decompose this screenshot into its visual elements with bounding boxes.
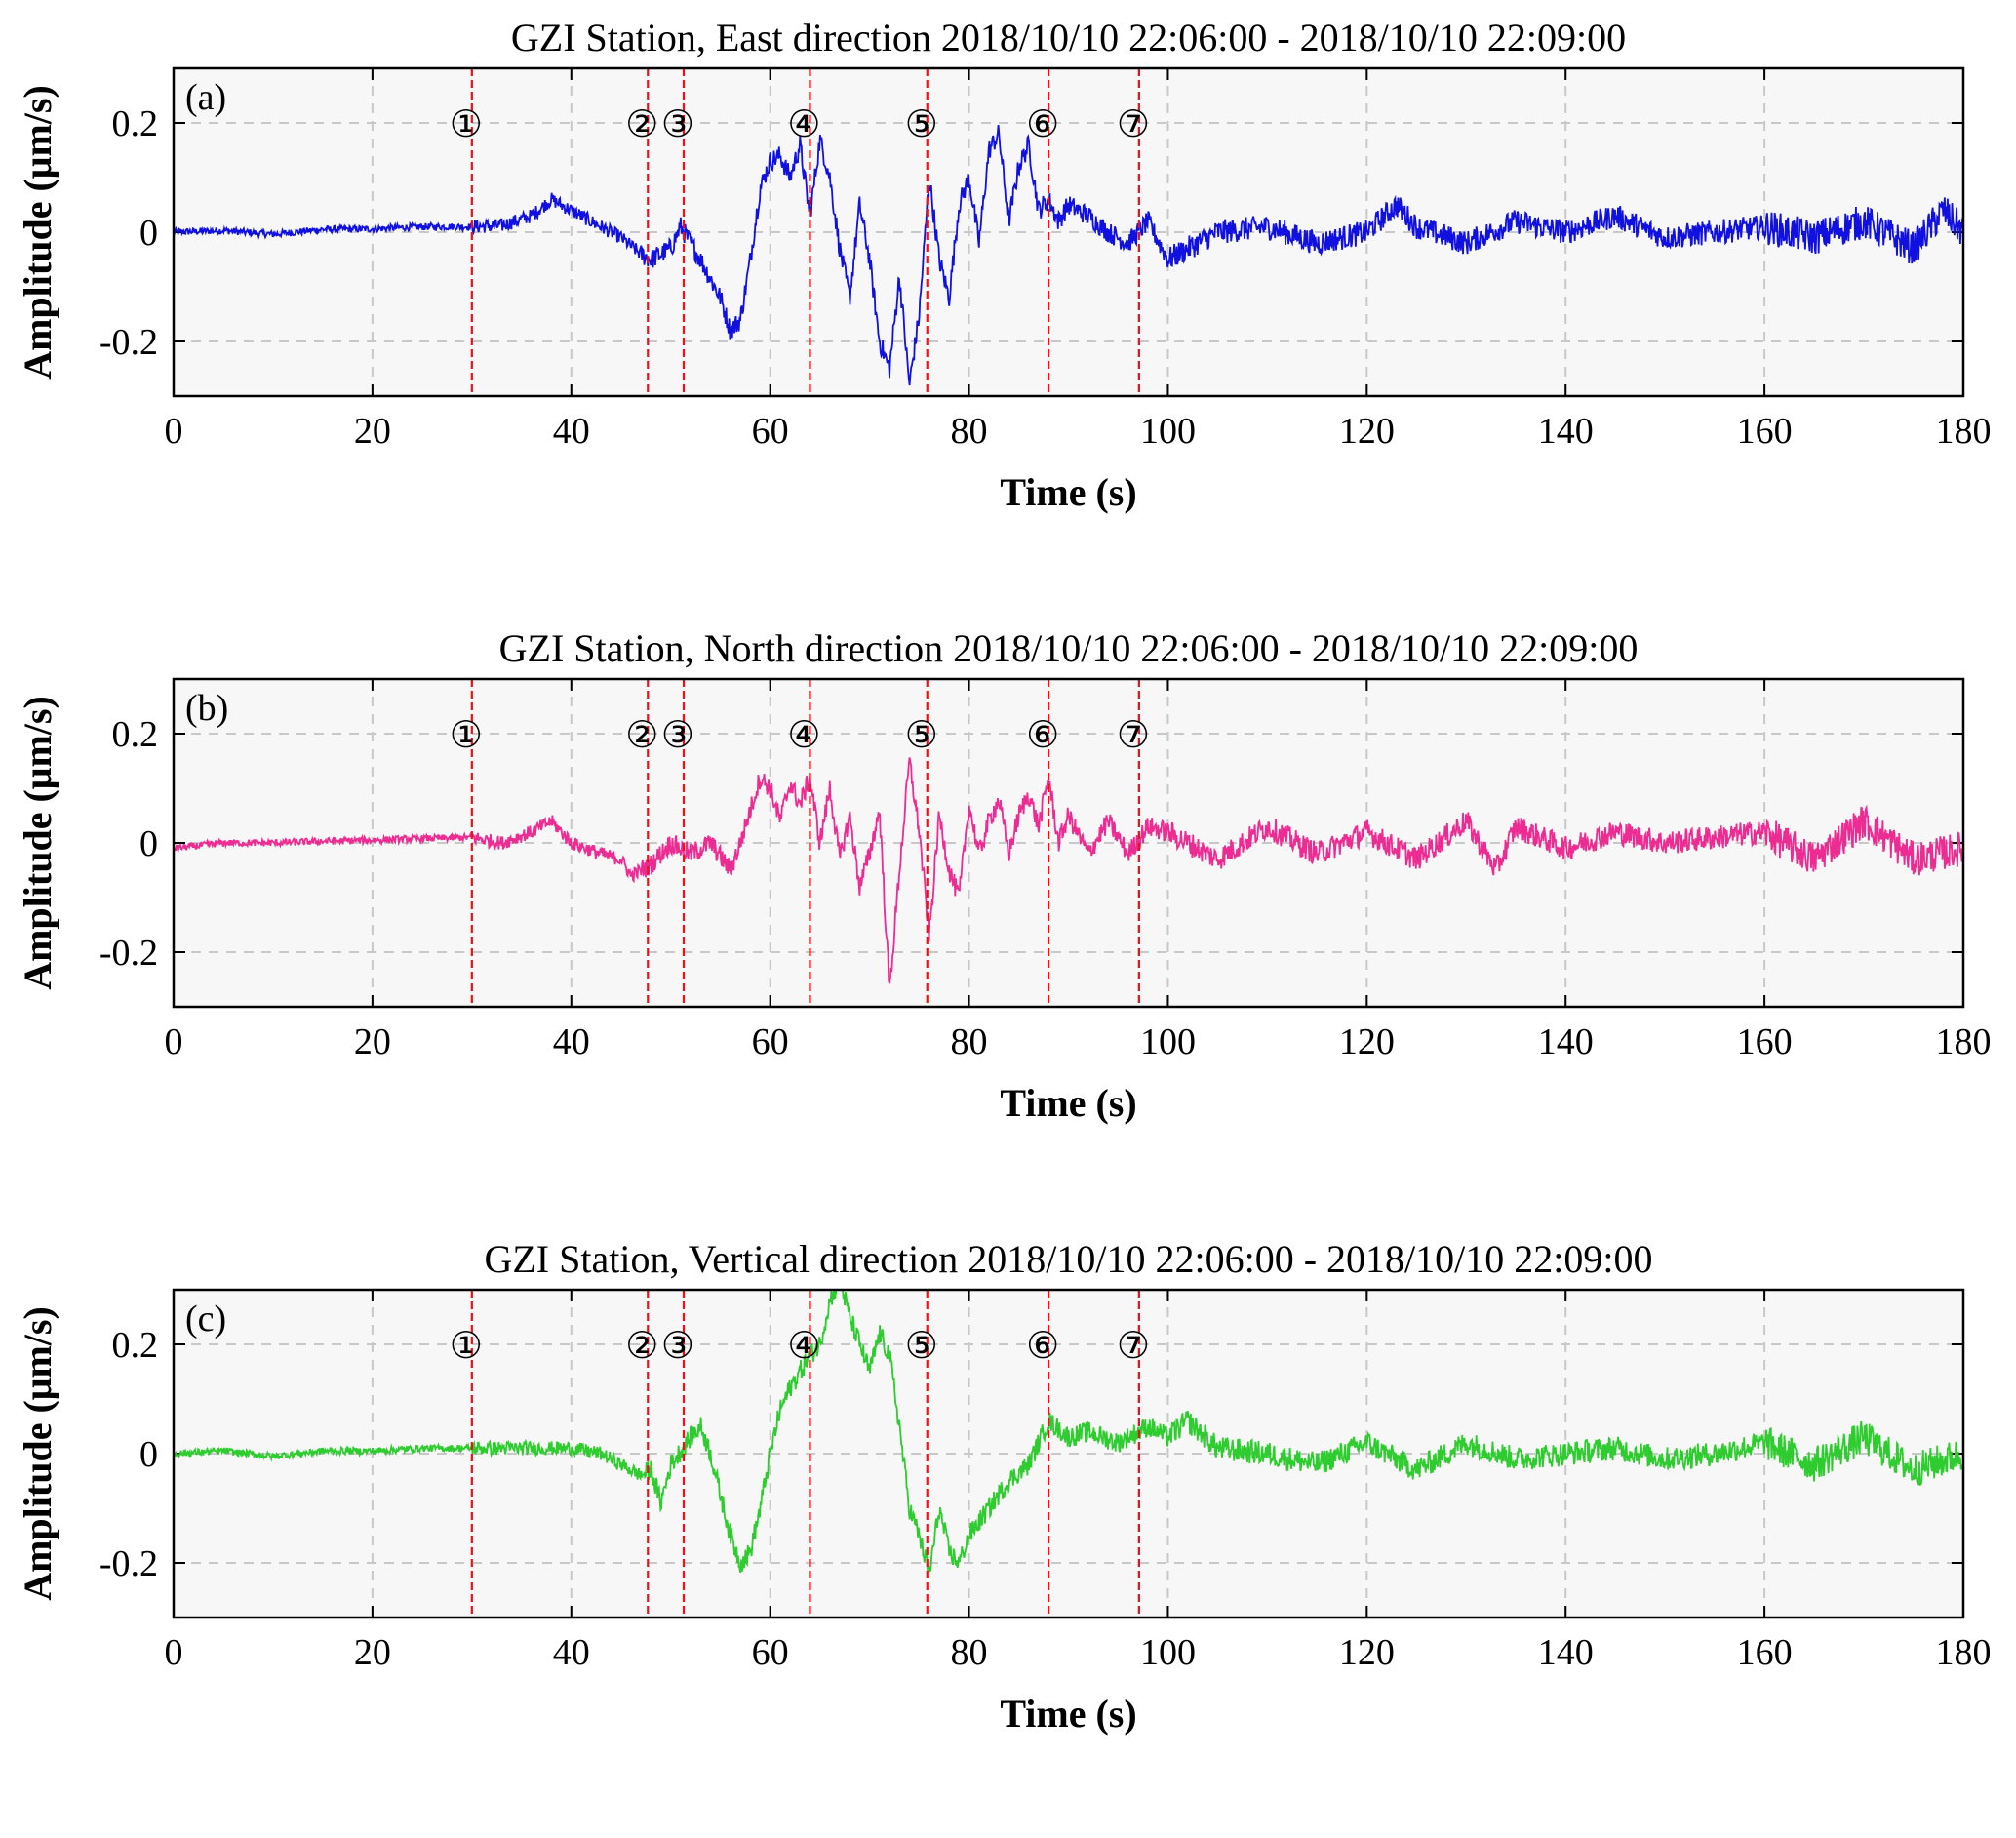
- y-axis-label: Amplitude (μm/s): [16, 1306, 59, 1601]
- x-tick-label: 120: [1339, 1632, 1395, 1673]
- x-tick-label: 100: [1140, 1021, 1196, 1062]
- x-tick-label: 120: [1339, 1021, 1395, 1062]
- x-tick-label: 160: [1737, 1632, 1793, 1673]
- x-tick-label: 160: [1737, 1021, 1793, 1062]
- x-axis-label: Time (s): [1000, 470, 1136, 514]
- event-marker-7: ⑦: [1117, 715, 1150, 756]
- y-tick-label: -0.2: [99, 322, 158, 363]
- event-marker-3: ③: [661, 1326, 694, 1367]
- x-tick-label: 0: [165, 411, 183, 452]
- event-marker-4: ④: [787, 1326, 820, 1367]
- event-marker-1: ①: [450, 104, 483, 145]
- y-tick-label: 0.2: [112, 714, 159, 755]
- x-tick-label: 180: [1936, 1632, 1992, 1673]
- x-tick-label: 60: [752, 1632, 789, 1673]
- chart-title: GZI Station, East direction 2018/10/10 2…: [511, 16, 1626, 60]
- y-tick-label: 0.2: [112, 1325, 159, 1366]
- y-tick-label: 0: [139, 1434, 158, 1475]
- event-marker-2: ②: [625, 104, 658, 145]
- chart-title: GZI Station, North direction 2018/10/10 …: [499, 626, 1639, 670]
- plot-frame: [172, 1288, 1965, 1619]
- panel-label: (a): [185, 77, 226, 118]
- event-marker-6: ⑥: [1026, 104, 1059, 145]
- x-tick-label: 20: [354, 411, 391, 452]
- x-axis-label: Time (s): [1000, 1081, 1136, 1125]
- event-marker-4: ④: [787, 715, 820, 756]
- x-tick-label: 140: [1538, 1021, 1594, 1062]
- event-marker-6: ⑥: [1026, 715, 1059, 756]
- x-tick-label: 100: [1140, 1632, 1196, 1673]
- x-tick-label: 180: [1936, 1021, 1992, 1062]
- event-marker-7: ⑦: [1117, 1326, 1150, 1367]
- plot-frame: [172, 677, 1965, 1009]
- x-axis-label: Time (s): [1000, 1692, 1136, 1736]
- event-marker-2: ②: [625, 715, 658, 756]
- chart-panel-a: ① ② ③ ④ ⑤ ⑥ ⑦ 0 20 40 60 80 100 120 140 160 180 -0.2 0 0.2 G…: [16, 16, 1992, 514]
- x-tick-label: 40: [553, 1632, 590, 1673]
- y-tick-label: -0.2: [99, 933, 158, 974]
- x-tick-label: 160: [1737, 411, 1793, 452]
- x-tick-label: 140: [1538, 411, 1594, 452]
- x-tick-label: 80: [951, 411, 988, 452]
- plot-frame: [172, 66, 1965, 398]
- y-tick-label: 0.2: [112, 103, 159, 144]
- panel-label: (b): [185, 688, 228, 729]
- x-tick-label: 20: [354, 1021, 391, 1062]
- event-marker-1: ①: [450, 715, 483, 756]
- x-tick-label: 60: [752, 411, 789, 452]
- chart-panel-c: ① ② ③ ④ ⑤ ⑥ ⑦ 0 20 40 60 80 100 120 140 160 180 -0.2 0 0.2 G…: [16, 1237, 1992, 1736]
- event-marker-2: ②: [625, 1326, 658, 1367]
- x-tick-label: 0: [165, 1021, 183, 1062]
- event-marker-5: ⑤: [905, 715, 938, 756]
- event-marker-1: ①: [450, 1326, 483, 1367]
- x-tick-label: 180: [1936, 411, 1992, 452]
- y-tick-label: 0: [139, 213, 158, 254]
- x-tick-label: 40: [553, 411, 590, 452]
- x-tick-label: 20: [354, 1632, 391, 1673]
- chart-panel-b: ① ② ③ ④ ⑤ ⑥ ⑦ 0 20 40 60 80 100 120 140 160 180 -0.2 0 0.2 G…: [16, 626, 1992, 1125]
- x-tick-label: 100: [1140, 411, 1196, 452]
- y-axis-label: Amplitude (μm/s): [16, 696, 59, 990]
- x-tick-label: 40: [553, 1021, 590, 1062]
- y-tick-label: 0: [139, 823, 158, 864]
- x-tick-label: 80: [951, 1021, 988, 1062]
- event-marker-3: ③: [661, 104, 694, 145]
- x-tick-label: 0: [165, 1632, 183, 1673]
- event-marker-6: ⑥: [1026, 1326, 1059, 1367]
- y-axis-label: Amplitude (μm/s): [16, 85, 59, 380]
- x-tick-label: 60: [752, 1021, 789, 1062]
- event-marker-5: ⑤: [905, 104, 938, 145]
- event-marker-7: ⑦: [1117, 104, 1150, 145]
- event-marker-5: ⑤: [905, 1326, 938, 1367]
- chart-title: GZI Station, Vertical direction 2018/10/…: [484, 1237, 1652, 1281]
- event-marker-4: ④: [787, 104, 820, 145]
- x-tick-label: 140: [1538, 1632, 1594, 1673]
- panel-label: (c): [185, 1299, 226, 1339]
- x-tick-label: 80: [951, 1632, 988, 1673]
- y-tick-label: -0.2: [99, 1543, 158, 1584]
- event-marker-3: ③: [661, 715, 694, 756]
- x-tick-label: 120: [1339, 411, 1395, 452]
